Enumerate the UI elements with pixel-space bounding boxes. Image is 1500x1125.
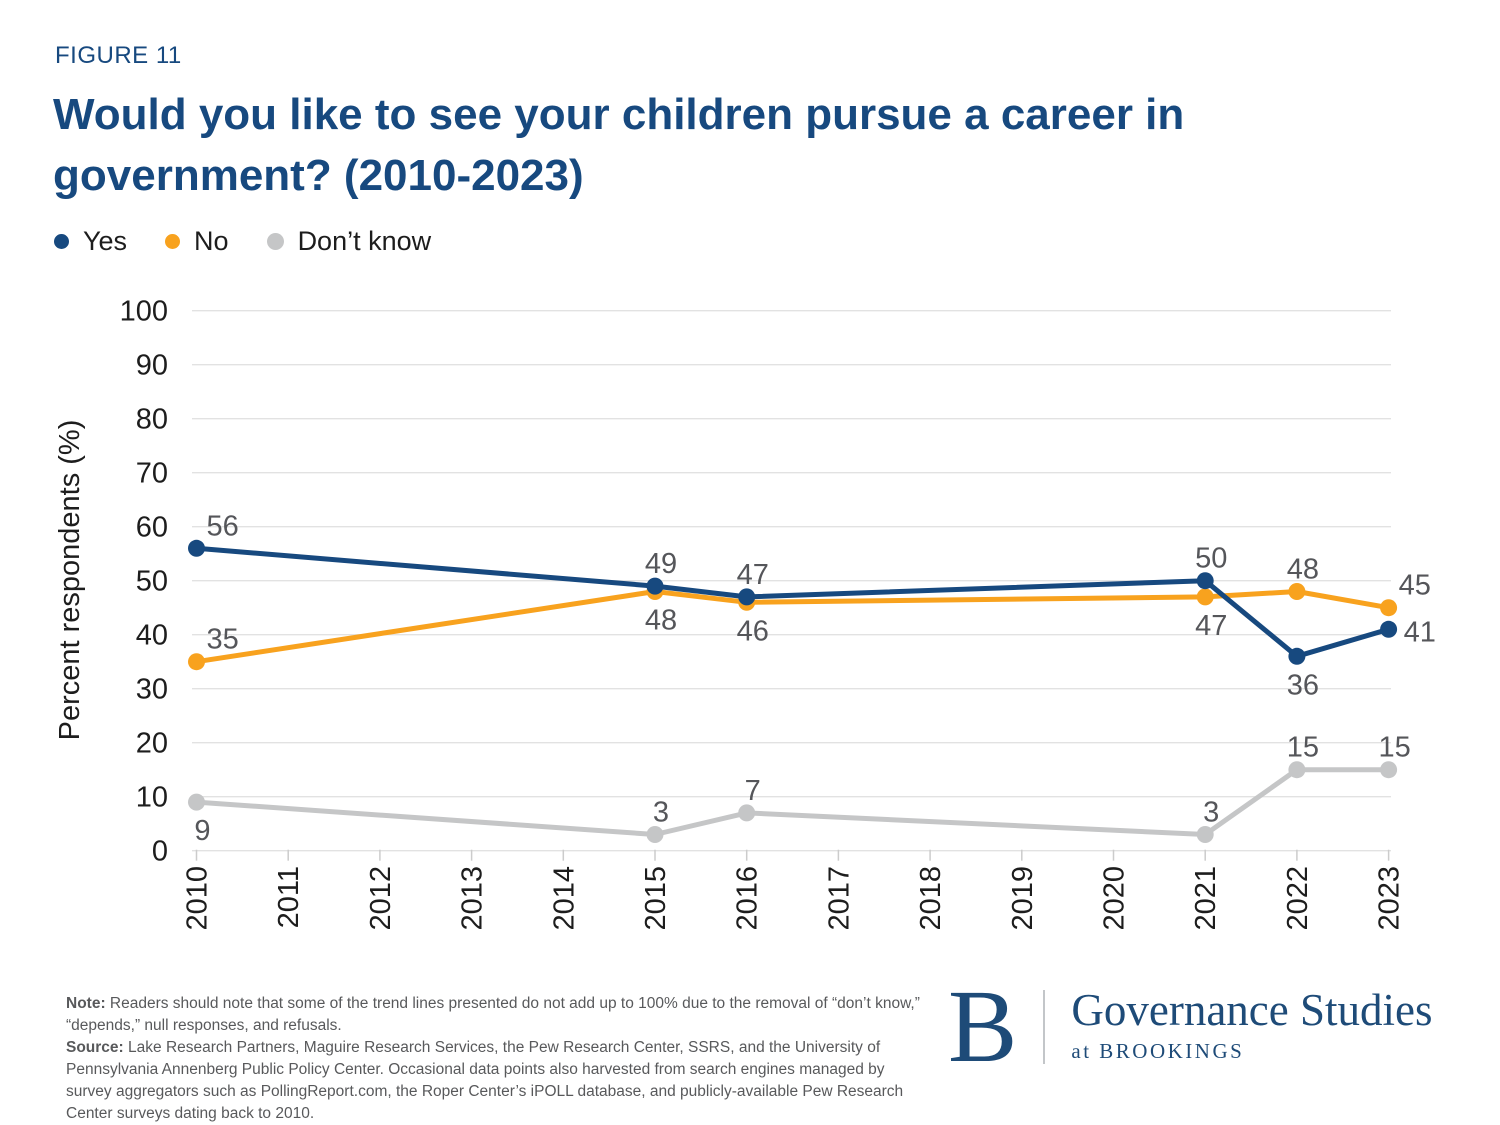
svg-text:90: 90 — [136, 350, 168, 382]
svg-text:56: 56 — [207, 510, 239, 542]
figure-label: FIGURE 11 — [55, 42, 182, 69]
svg-text:10: 10 — [136, 782, 168, 814]
svg-text:80: 80 — [136, 404, 168, 436]
svg-text:47: 47 — [737, 559, 769, 591]
chart-title-line1: Would you like to see your children purs… — [53, 90, 1185, 139]
svg-text:2014: 2014 — [548, 866, 580, 931]
svg-text:Percent respondents (%): Percent respondents (%) — [54, 420, 86, 741]
brookings-logo: B Governance Studies at BROOKINGS — [948, 969, 1433, 1084]
svg-text:9: 9 — [194, 815, 210, 847]
svg-text:2017: 2017 — [823, 866, 855, 931]
source-label: Source: — [66, 1039, 124, 1056]
svg-text:2019: 2019 — [1007, 866, 1039, 931]
svg-text:0: 0 — [152, 836, 168, 868]
svg-text:2013: 2013 — [457, 866, 489, 931]
svg-text:46: 46 — [737, 615, 769, 647]
svg-text:3: 3 — [1203, 797, 1219, 829]
svg-text:49: 49 — [645, 548, 677, 580]
legend-label-yes: Yes — [83, 226, 128, 256]
legend-marker-dont-know-icon — [266, 233, 284, 250]
source-text: Source: Lake Research Partners, Maguire … — [66, 1039, 904, 1122]
svg-text:47: 47 — [1195, 610, 1227, 642]
svg-text:15: 15 — [1287, 732, 1319, 764]
svg-text:30: 30 — [136, 674, 168, 706]
legend-marker-yes-icon — [54, 234, 69, 249]
svg-text:2018: 2018 — [915, 866, 947, 931]
svg-text:2010: 2010 — [182, 866, 214, 931]
svg-text:36: 36 — [1287, 669, 1319, 701]
svg-text:2021: 2021 — [1190, 866, 1222, 931]
svg-text:2023: 2023 — [1374, 866, 1406, 931]
svg-text:70: 70 — [136, 458, 168, 490]
svg-text:50: 50 — [1195, 543, 1227, 575]
svg-text:41: 41 — [1404, 616, 1436, 648]
svg-text:40: 40 — [136, 620, 168, 652]
svg-text:35: 35 — [207, 624, 239, 656]
svg-text:2011: 2011 — [273, 866, 305, 928]
svg-text:50: 50 — [136, 566, 168, 598]
legend-marker-no-icon — [165, 234, 181, 249]
chart-title: Would you like to see your children purs… — [53, 84, 1373, 206]
svg-text:2012: 2012 — [365, 866, 397, 931]
legend-item-yes: Yes — [54, 226, 127, 257]
svg-text:20: 20 — [136, 728, 168, 760]
legend-item-no: No — [165, 226, 229, 257]
footnotes: Note: Readers should note that some of t… — [66, 993, 932, 1125]
svg-text:2016: 2016 — [732, 866, 764, 931]
svg-text:45: 45 — [1399, 570, 1431, 602]
legend-item-dont-know: Don’t know — [266, 226, 432, 257]
legend-label-no: No — [194, 226, 229, 256]
svg-text:15: 15 — [1378, 732, 1410, 764]
note-label: Note: — [66, 995, 106, 1012]
svg-text:7: 7 — [745, 775, 761, 807]
logo-divider — [1043, 990, 1046, 1064]
svg-text:2015: 2015 — [640, 866, 672, 931]
brookings-b-monogram: B — [948, 969, 1018, 1084]
svg-text:60: 60 — [136, 512, 168, 544]
chart-legend: Yes No Don’t know — [54, 226, 431, 257]
logo-title: Governance Studies — [1071, 985, 1433, 1035]
legend-label-dont-know: Don’t know — [297, 226, 432, 256]
note-text: Note: Readers should note that some of t… — [66, 995, 920, 1034]
chart-title-line2: government? (2010-2023) — [53, 151, 584, 200]
svg-text:48: 48 — [1287, 554, 1319, 586]
svg-text:2022: 2022 — [1282, 866, 1314, 931]
svg-text:3: 3 — [653, 797, 669, 829]
logo-subtitle: at BROOKINGS — [1071, 1039, 1245, 1063]
svg-text:100: 100 — [120, 296, 168, 328]
svg-text:48: 48 — [645, 605, 677, 637]
svg-text:2020: 2020 — [1099, 866, 1131, 931]
